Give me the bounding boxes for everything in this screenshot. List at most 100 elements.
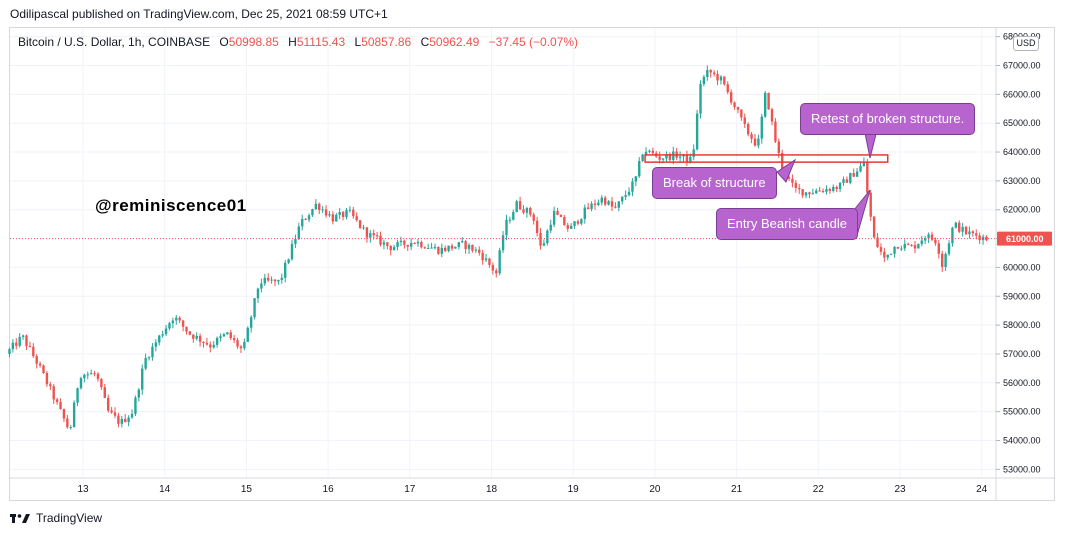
candle-body [923,238,927,241]
candle-body [770,109,774,122]
candle-body [202,341,205,343]
candle-body [689,156,692,162]
candle-body [474,249,478,251]
currency-badge[interactable]: USD [1013,36,1039,51]
candle-body [399,240,403,243]
candle-body [147,357,151,359]
candle-body [52,386,55,400]
candle-body [25,335,28,347]
candle-body [518,201,522,210]
candle-body [62,409,66,419]
candle-body [222,334,226,337]
candle-body [130,413,134,418]
callout-break-of-structure: Break of structure [652,167,777,199]
candle-body [55,399,59,402]
published-info: Odilipascal published on TradingView.com… [10,7,388,21]
symbol-legend: Bitcoin / U.S. Dollar, 1h, COINBASE O509… [18,35,578,49]
candle-body [328,214,331,216]
candle-body [600,197,603,203]
candle-body [573,221,576,226]
candle-body [461,241,464,243]
candle-body [719,76,723,81]
y-tick-label: 67000.00 [1003,61,1041,71]
candle-body [947,243,951,254]
candle-body [164,328,168,335]
candle-body [971,231,975,234]
candle-body [855,171,859,177]
candle-body [821,190,825,192]
change-value: −37.45 (−0.07%) [488,35,579,49]
candle-body [171,320,175,324]
candle-body [324,209,328,216]
candle-body [345,210,348,217]
candle-body [338,212,341,215]
candle-body [695,113,699,150]
candle-body [733,102,736,107]
candle-body [232,338,236,341]
candle-body [723,76,726,85]
candle-body [862,162,866,167]
time-axis: 13 14 15 16 17 18 19 20 21 22 23 24 [10,477,1054,495]
candle-body [457,242,461,247]
x-tick-label: 18 [486,484,498,495]
candle-body [301,218,304,227]
candle-body [951,227,954,244]
y-tick-label: 55000.00 [1003,407,1041,417]
candle-body [893,246,896,254]
candle-body [83,374,86,379]
candle-body [49,384,52,387]
candle-body [889,253,893,255]
candle-body [661,158,665,160]
x-tick-label: 20 [649,484,661,495]
candle-body [801,189,804,196]
candle-body [906,243,910,245]
candle-body [484,258,488,261]
candle-body [66,418,69,428]
candle-body [505,219,508,236]
candle-body [45,373,49,385]
chart-frame[interactable] [9,27,1055,501]
y-tick-label: 53000.00 [1003,464,1041,474]
y-tick-label: 56000.00 [1003,378,1041,388]
candle-body [151,346,154,358]
candle-body [869,192,872,217]
candle-body [648,150,651,152]
x-tick-label: 14 [159,484,171,495]
candle-body [913,245,917,249]
candle-body [535,220,539,234]
candle-body [917,243,920,249]
candle-body [154,342,158,347]
y-tick-label: 65000.00 [1003,118,1041,128]
close-value: 50962.49 [429,35,480,49]
candle-body [614,206,617,208]
candle-body [430,247,433,249]
watermark-handle: @reminiscence01 [95,196,247,215]
candle-body [668,153,672,160]
candle-body [525,207,529,213]
candle-body [709,70,712,73]
candle-body [100,379,103,388]
y-tick-label: 59000.00 [1003,291,1041,301]
candle-body [590,203,593,209]
candle-body [454,246,457,249]
candle-body [89,373,93,375]
candle-body [440,247,443,254]
candle-body [549,224,552,231]
candle-body [699,84,702,114]
candle-body [365,227,369,238]
candle-body [815,190,818,194]
last-price-tag [997,231,1052,246]
candle-body [188,331,192,335]
candle-body [845,179,849,183]
callout-entry-bearish: Entry Bearish candle [716,208,858,240]
candle-body [389,245,392,251]
candle-body [69,427,72,429]
candle-body [760,116,763,139]
candle-body [423,247,426,249]
candle-body [348,209,352,211]
candle-body [21,335,25,337]
candle-body [767,92,770,110]
candle-body [18,336,21,346]
tradingview-brand[interactable]: TradingView [10,511,102,525]
